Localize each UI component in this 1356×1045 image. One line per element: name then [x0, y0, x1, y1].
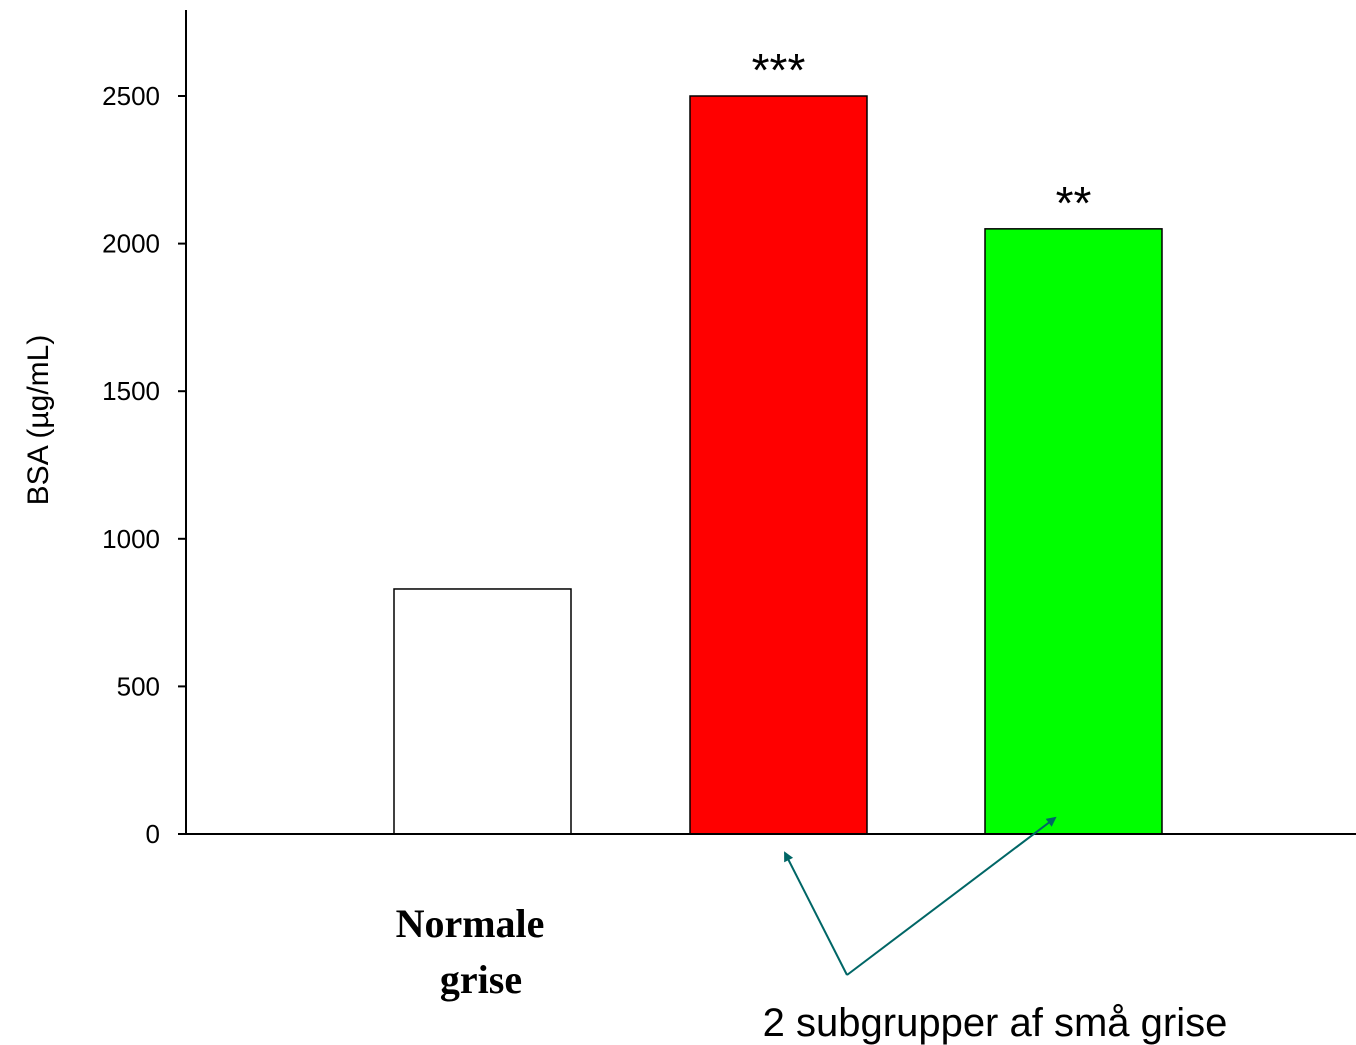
significance-marker-bar-2: *** [752, 44, 806, 96]
bar-1 [393, 588, 572, 835]
bars [393, 95, 1163, 835]
y-tick-label: 2500 [102, 81, 160, 111]
bar-3 [984, 228, 1163, 835]
y-tick-label: 0 [146, 819, 160, 849]
category-label-line-1: Normale [396, 901, 545, 946]
y-tick-label: 2000 [102, 229, 160, 259]
annotation-arrow-right [846, 816, 1057, 976]
significance-markers: ***** [752, 44, 1092, 229]
significance-marker-bar-3: ** [1056, 177, 1092, 229]
y-axis-title: BSA (µg/mL) [22, 335, 55, 506]
annotation-arrow-left [784, 851, 848, 976]
category-label-normale-grise: Normale grise [396, 901, 555, 1002]
y-tick-label: 1000 [102, 524, 160, 554]
bar-2 [689, 95, 868, 835]
y-tick-label: 1500 [102, 376, 160, 406]
subgroup-annotation: 2 subgrupper af små grise [763, 1001, 1228, 1045]
y-tick-label: 500 [117, 671, 160, 701]
y-axis-ticks: 0 500 1000 1500 2000 2500 [102, 81, 186, 849]
category-label-line-2: grise [440, 957, 522, 1002]
